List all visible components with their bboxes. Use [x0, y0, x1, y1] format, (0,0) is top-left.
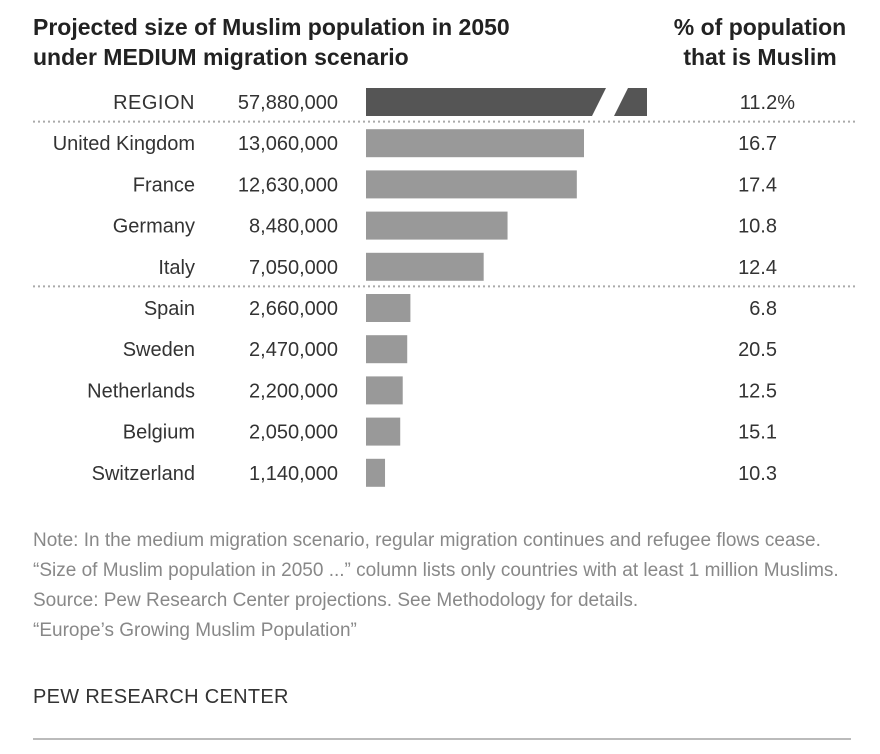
source-text: Source: Pew Research Center projections.…	[33, 590, 639, 611]
percent-label-france: 17.4	[738, 174, 777, 196]
bar-belgium	[366, 417, 401, 446]
value-label-united-kingdom: 13,060,000	[238, 133, 338, 155]
percent-label-sweden: 20.5	[738, 339, 777, 361]
chart-notes: Note: In the medium migration scenario, …	[33, 526, 853, 646]
percent-label-switzerland: 10.3	[738, 463, 777, 485]
category-label-region: REGION	[113, 92, 195, 114]
category-label-united-kingdom: United Kingdom	[53, 133, 195, 155]
percent-header-line2: that is Muslim	[683, 44, 837, 70]
organization-credit: PEW RESEARCH CENTER	[33, 686, 289, 708]
value-label-sweden: 2,470,000	[249, 339, 338, 361]
note-text: Note: In the medium migration scenario, …	[33, 530, 839, 581]
bar-italy	[366, 252, 484, 281]
report-title: “Europe’s Growing Muslim Population”	[33, 620, 357, 641]
value-label-switzerland: 1,140,000	[249, 463, 338, 485]
category-label-sweden: Sweden	[123, 339, 195, 361]
value-label-region: 57,880,000	[238, 92, 338, 114]
category-label-france: France	[133, 174, 195, 196]
value-label-spain: 2,660,000	[249, 298, 338, 320]
bar-region-continuation	[614, 88, 647, 116]
category-label-belgium: Belgium	[123, 422, 195, 444]
category-label-italy: Italy	[158, 257, 195, 279]
percent-label-belgium: 15.1	[738, 422, 777, 444]
bar-france	[366, 170, 577, 199]
percent-label-germany: 10.8	[738, 216, 777, 238]
category-label-germany: Germany	[113, 216, 195, 238]
percent-label-netherlands: 12.5	[738, 380, 777, 402]
bottom-divider	[33, 738, 851, 740]
chart-title: Projected size of Muslim population in 2…	[33, 12, 633, 72]
bar-switzerland	[366, 458, 386, 487]
value-label-netherlands: 2,200,000	[249, 380, 338, 402]
percent-label-united-kingdom: 16.7	[738, 133, 777, 155]
bar-netherlands	[366, 376, 403, 405]
category-label-switzerland: Switzerland	[92, 463, 195, 485]
bar-germany	[366, 211, 508, 240]
value-label-germany: 8,480,000	[249, 216, 338, 238]
value-label-belgium: 2,050,000	[249, 422, 338, 444]
category-label-netherlands: Netherlands	[87, 380, 195, 402]
value-label-france: 12,630,000	[238, 174, 338, 196]
bar-region	[366, 88, 606, 116]
percent-label-italy: 12.4	[738, 257, 777, 279]
percent-label-spain: 6.8	[749, 298, 777, 320]
bar-sweden	[366, 335, 408, 364]
bar-chart: REGION 57,880,000 11.2% United Kingdom 13,06…	[33, 88, 855, 487]
chart-title-line1: Projected size of Muslim population in 2…	[33, 14, 510, 40]
chart-title-line2: under MEDIUM migration scenario	[33, 44, 409, 70]
percent-header-line1: % of population	[673, 14, 847, 40]
bar-united-kingdom	[366, 129, 584, 158]
value-label-italy: 7,050,000	[249, 257, 338, 279]
percent-column-header: % of population that is Muslim	[660, 12, 860, 72]
percent-label-region: 11.2%	[740, 92, 795, 114]
bar-spain	[366, 294, 411, 322]
category-label-spain: Spain	[144, 298, 195, 320]
